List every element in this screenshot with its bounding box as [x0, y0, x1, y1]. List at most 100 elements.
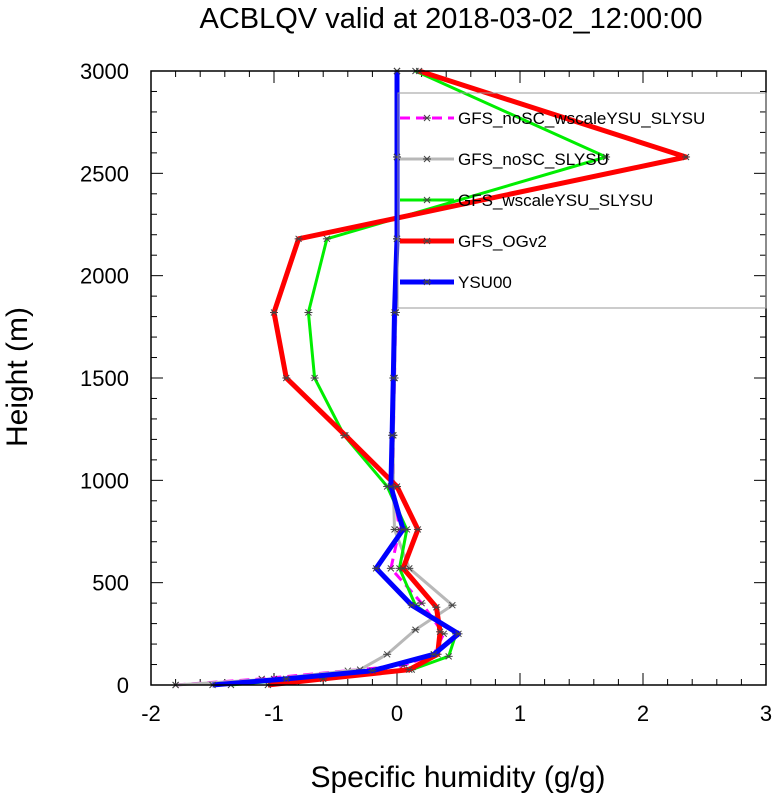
data-point-marker	[368, 667, 377, 675]
marker-stroke	[445, 652, 453, 660]
marker-stroke	[391, 309, 398, 316]
legend-marker	[423, 196, 431, 204]
marker-stroke	[311, 374, 318, 382]
data-point-marker	[322, 235, 331, 243]
y-tick-label: 1500	[80, 366, 129, 391]
data-point-marker	[386, 483, 395, 490]
y-tick-label: 0	[117, 673, 129, 698]
series-layer	[171, 67, 691, 689]
data-point-marker	[682, 153, 691, 161]
marker-stroke	[387, 564, 395, 572]
marker-stroke	[270, 309, 278, 316]
data-point-marker	[304, 309, 313, 316]
data-point-marker	[393, 153, 401, 161]
marker-stroke	[387, 483, 395, 490]
legend-label: GFS_OGv2	[458, 232, 547, 251]
marker-stroke	[399, 526, 407, 533]
data-point-marker	[386, 564, 395, 572]
marker-stroke	[393, 235, 401, 243]
x-tick-label: -1	[264, 701, 284, 726]
data-point-marker	[432, 603, 441, 611]
data-point-marker	[270, 309, 278, 316]
marker-stroke	[372, 564, 380, 572]
marker-stroke	[448, 601, 456, 609]
y-tick-label: 1000	[80, 468, 129, 493]
data-point-marker	[389, 374, 398, 382]
marker-stroke	[295, 235, 302, 243]
legend-label: GFS_wscaleYSU_SLYSU	[458, 191, 653, 210]
data-point-marker	[399, 526, 408, 533]
x-tick-label: 2	[637, 701, 649, 726]
chart-title: ACBLQV valid at 2018-03-02_12:00:00	[199, 3, 702, 35]
legend-marker	[423, 278, 431, 286]
y-tick-label: 2500	[80, 161, 129, 186]
data-point-marker	[417, 599, 426, 607]
x-tick-label: 1	[514, 701, 526, 726]
data-point-marker	[448, 601, 457, 609]
data-point-marker	[310, 374, 319, 382]
marker-stroke	[369, 667, 376, 675]
data-point-marker	[390, 526, 399, 533]
marker-stroke	[433, 603, 440, 611]
marker-stroke	[405, 666, 413, 674]
marker-stroke	[455, 630, 462, 638]
y-tick-label: 2000	[80, 264, 129, 289]
marker-stroke	[323, 235, 331, 243]
marker-stroke	[388, 431, 396, 439]
marker-stroke	[602, 153, 610, 161]
x-axis-label: Specific humidity (g/g)	[310, 761, 605, 794]
data-point-marker	[282, 374, 291, 382]
marker-stroke	[389, 374, 397, 382]
data-point-marker	[444, 652, 453, 660]
marker-stroke	[393, 483, 401, 490]
data-point-marker	[282, 675, 291, 683]
data-point-marker	[602, 153, 611, 161]
data-point-marker	[436, 628, 445, 636]
marker-stroke	[414, 526, 422, 533]
data-point-marker	[429, 650, 438, 658]
marker-stroke	[282, 675, 290, 683]
marker-stroke	[408, 601, 416, 609]
legend-box	[397, 92, 767, 309]
y-tick-label: 500	[92, 571, 129, 596]
plot-frame	[150, 70, 767, 686]
legend-marker	[423, 155, 431, 163]
data-point-marker	[372, 564, 381, 572]
legend-marker	[423, 114, 431, 122]
data-point-marker	[405, 666, 414, 674]
data-point-marker	[413, 526, 422, 533]
data-point-marker	[399, 564, 408, 572]
data-point-marker	[341, 431, 350, 439]
marker-stroke	[436, 628, 444, 636]
marker-stroke	[682, 153, 690, 161]
marker-stroke	[412, 626, 419, 634]
legend-marker	[423, 237, 431, 245]
marker-stroke	[430, 650, 438, 658]
marker-stroke	[341, 431, 349, 439]
marker-stroke	[383, 650, 391, 658]
marker-stroke	[399, 564, 407, 572]
data-point-marker	[294, 235, 303, 243]
data-point-marker	[393, 235, 401, 243]
x-tick-labels: -2 -1 0 1 2 3	[141, 701, 772, 726]
x-tick-label: -2	[141, 701, 161, 726]
data-point-marker	[454, 630, 463, 638]
series-line	[175, 71, 446, 687]
marker-stroke	[282, 374, 290, 382]
marker-stroke	[418, 599, 425, 607]
marker-stroke	[305, 309, 312, 316]
legend-label: GFS_noSC_wscaleYSU_SLYSU	[458, 109, 705, 128]
data-point-marker	[383, 650, 392, 658]
y-tick-label: 3000	[80, 59, 129, 84]
marker-stroke	[391, 526, 398, 533]
legend-label: GFS_noSC_SLYSU	[458, 150, 609, 169]
data-point-marker	[411, 626, 420, 634]
data-point-marker	[407, 601, 416, 609]
x-tick-label: 0	[391, 701, 403, 726]
legend-label: YSU00	[458, 273, 512, 292]
y-tick-labels: 0 500 1000 1500 2000 2500 3000	[80, 59, 129, 698]
x-tick-label: 3	[760, 701, 772, 726]
marker-stroke	[393, 153, 401, 161]
y-axis-label: Height (m)	[1, 307, 34, 447]
